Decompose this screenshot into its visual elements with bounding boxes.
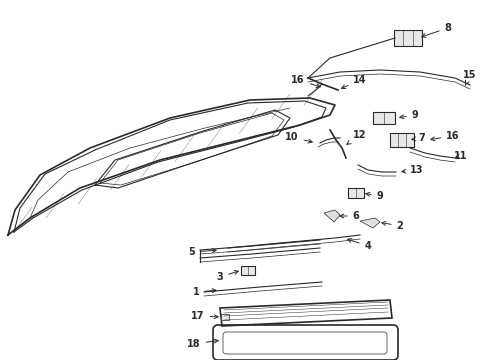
Text: 16: 16 xyxy=(430,131,459,141)
Text: 16: 16 xyxy=(291,75,320,87)
Text: 4: 4 xyxy=(347,239,370,251)
Text: 1: 1 xyxy=(192,287,216,297)
Text: 12: 12 xyxy=(346,130,366,144)
Bar xyxy=(221,314,228,320)
Text: 7: 7 xyxy=(411,133,425,143)
Text: 11: 11 xyxy=(453,151,467,161)
Text: 9: 9 xyxy=(365,191,383,201)
Text: 10: 10 xyxy=(285,132,312,143)
Bar xyxy=(393,30,421,46)
Bar xyxy=(347,188,363,198)
Text: 13: 13 xyxy=(401,165,423,175)
Text: 8: 8 xyxy=(421,23,450,37)
Text: 9: 9 xyxy=(399,110,418,120)
Text: 17: 17 xyxy=(191,311,218,321)
Text: 15: 15 xyxy=(462,70,476,85)
Polygon shape xyxy=(324,210,339,222)
Text: 18: 18 xyxy=(187,339,218,349)
Bar xyxy=(241,266,254,274)
Text: 5: 5 xyxy=(188,247,216,257)
Polygon shape xyxy=(359,218,379,228)
Text: 2: 2 xyxy=(381,221,403,231)
Bar xyxy=(372,112,394,124)
Bar xyxy=(389,133,413,147)
Text: 3: 3 xyxy=(216,270,238,282)
Text: 6: 6 xyxy=(339,211,359,221)
Text: 14: 14 xyxy=(341,75,366,89)
